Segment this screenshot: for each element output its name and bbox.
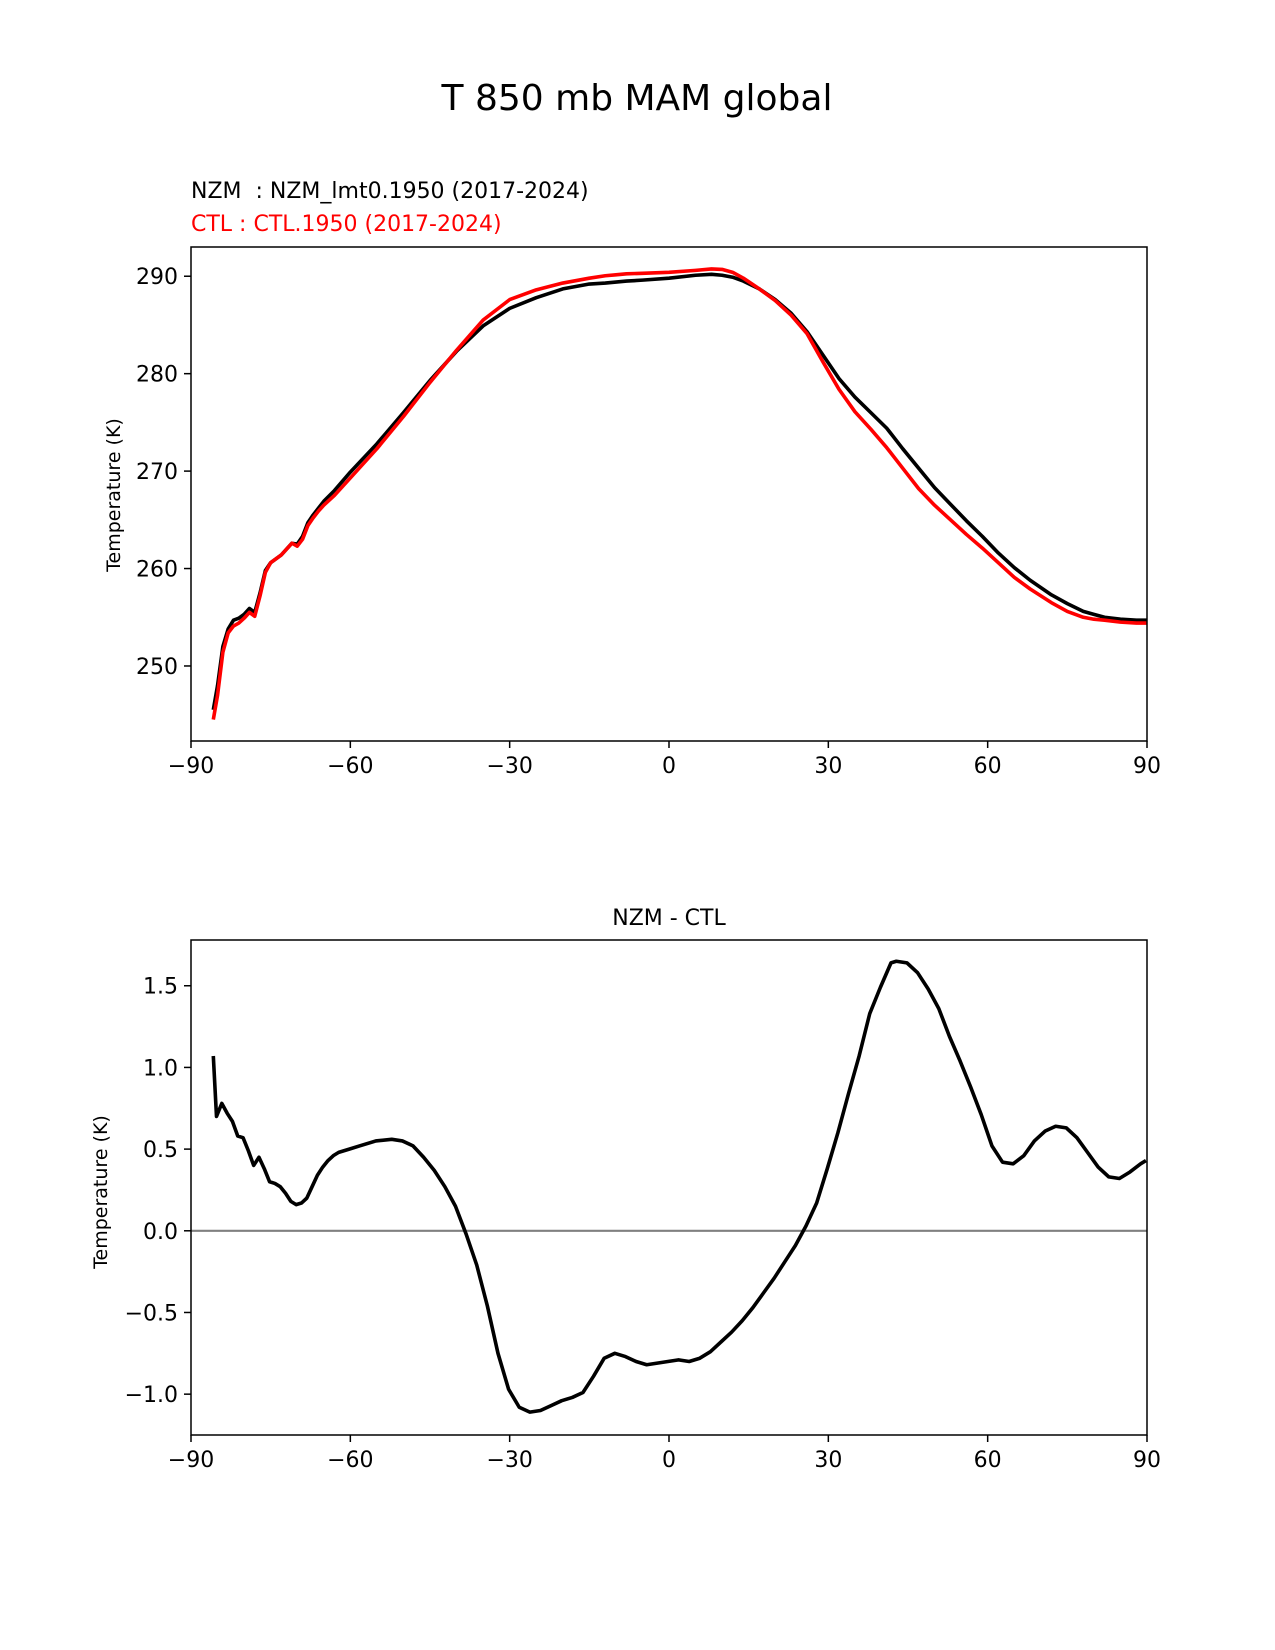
bottom-ytick-label: 1.5 (143, 975, 178, 1000)
top-ytick-label: 280 (136, 363, 178, 388)
bottom-ylabel: Temperature (K) (90, 1115, 112, 1270)
bottom-xtick-label: 0 (662, 1448, 676, 1473)
figure-title: T 850 mb MAM global (441, 78, 833, 119)
legend-nzm: NZM : NZM_lmt0.1950 (2017-2024) (191, 179, 589, 204)
top-xtick-label: 90 (1133, 754, 1161, 779)
top-chart: NZM : NZM_lmt0.1950 (2017-2024) CTL : CT… (103, 179, 1161, 779)
bottom-xtick-label: 30 (814, 1448, 842, 1473)
legend-ctl: CTL : CTL.1950 (2017-2024) (191, 212, 502, 237)
bottom-ytick-label: 0.0 (143, 1220, 178, 1245)
top-xtick-label: 0 (662, 754, 676, 779)
top-xtick-label: −60 (327, 754, 373, 779)
bottom-series-nzm-ctl (211, 959, 1147, 1414)
top-xtick-label: −30 (486, 754, 532, 779)
top-xtick-label: 60 (974, 754, 1002, 779)
top-ytick-label: 270 (136, 460, 178, 485)
top-xtick-label: 30 (814, 754, 842, 779)
bottom-chart: NZM - CTL Temperature (K) −90 −60 −30 0 30 60… (90, 906, 1161, 1473)
bottom-ytick-label: 1.0 (143, 1056, 178, 1081)
top-ytick-label: 290 (136, 265, 178, 290)
top-series-ctl (211, 267, 1147, 720)
bottom-ytick-label: −1.0 (125, 1383, 178, 1408)
bottom-xtick-label: 90 (1133, 1448, 1161, 1473)
top-ytick-label: 250 (136, 655, 178, 680)
bottom-xtick-label: −30 (486, 1448, 532, 1473)
bottom-xtick-label: 60 (974, 1448, 1002, 1473)
top-xtick-label: −90 (168, 754, 214, 779)
top-ytick-label: 260 (136, 558, 178, 583)
bottom-xtick-label: −90 (168, 1448, 214, 1473)
bottom-title: NZM - CTL (612, 906, 726, 931)
top-ylabel: Temperature (K) (103, 418, 125, 573)
bottom-xtick-label: −60 (327, 1448, 373, 1473)
bottom-ytick-label: 0.5 (143, 1138, 178, 1163)
bottom-ytick-label: −0.5 (125, 1301, 178, 1326)
